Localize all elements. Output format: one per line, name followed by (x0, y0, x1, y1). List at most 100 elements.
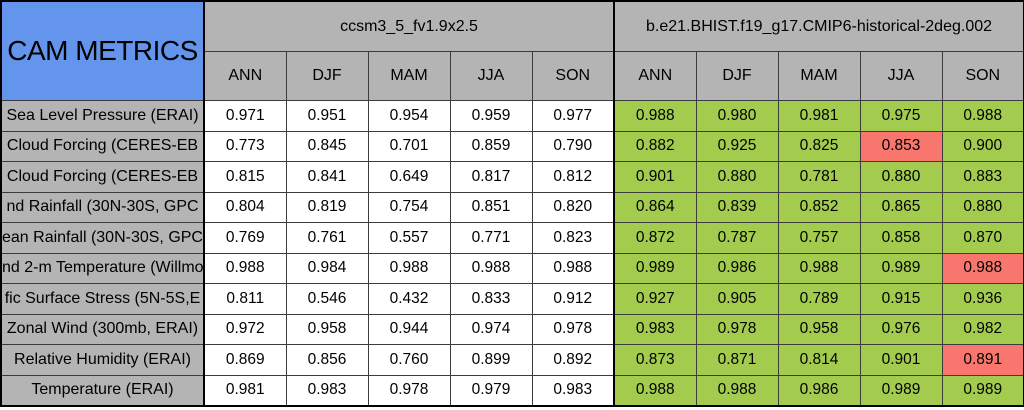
baseline-value-cell: 0.754 (367, 191, 451, 223)
test-value-cell: 0.982 (941, 313, 1024, 345)
test-model-header: b.e21.BHIST.f19_g17.CMIP6-historical-2de… (613, 0, 1024, 52)
test-value-cell: 0.825 (777, 130, 861, 162)
baseline-value-cell: 0.983 (285, 374, 369, 406)
test-value-cell: 0.880 (859, 161, 943, 193)
test-value-cell: 0.981 (777, 100, 861, 132)
baseline-value-cell: 0.869 (203, 344, 287, 376)
test-value-cell: 0.880 (941, 191, 1024, 223)
baseline-value-cell: 0.958 (285, 313, 369, 345)
test-value-cell: 0.871 (695, 344, 779, 376)
season-column-header: JJA (449, 51, 533, 101)
baseline-value-cell: 0.701 (367, 130, 451, 162)
baseline-value-cell: 0.773 (203, 130, 287, 162)
metric-row: Relative Humidity (ERAI) 0.869 0.856 0.760 0… (0, 344, 1024, 376)
baseline-value-cell: 0.546 (285, 283, 369, 315)
test-value-cell: 0.900 (941, 130, 1024, 162)
baseline-value-cell: 0.804 (203, 191, 287, 223)
metric-label: Zonal Wind (300mb, ERAI) (0, 313, 205, 345)
test-value-cell: 0.976 (859, 313, 943, 345)
baseline-value-cell: 0.851 (449, 191, 533, 223)
baseline-value-cell: 0.977 (531, 100, 615, 132)
baseline-value-cell: 0.988 (203, 252, 287, 284)
baseline-value-cell: 0.790 (531, 130, 615, 162)
metric-row: nd 2-m Temperature (Willmo 0.988 0.984 0.98… (0, 252, 1024, 284)
metric-label: Temperature (ERAI) (0, 374, 205, 406)
baseline-value-cell: 0.812 (531, 161, 615, 193)
metric-row: Cloud Forcing (CERES-EB 0.815 0.841 0.649 0.… (0, 161, 1024, 193)
test-value-cell: 0.864 (613, 191, 697, 223)
season-column-header: MAM (367, 51, 451, 101)
metric-label: nd Rainfall (30N-30S, GPC (0, 191, 205, 223)
baseline-value-cell: 0.856 (285, 344, 369, 376)
test-value-cell: 0.988 (941, 252, 1024, 284)
baseline-value-cell: 0.432 (367, 283, 451, 315)
test-value-cell: 0.927 (613, 283, 697, 315)
test-value-cell: 0.988 (613, 100, 697, 132)
test-value-cell: 0.891 (941, 344, 1024, 376)
baseline-value-cell: 0.823 (531, 222, 615, 254)
baseline-value-cell: 0.988 (367, 252, 451, 284)
baseline-value-cell: 0.981 (203, 374, 287, 406)
test-value-cell: 0.983 (613, 313, 697, 345)
test-value-cell: 0.988 (777, 252, 861, 284)
baseline-value-cell: 0.972 (203, 313, 287, 345)
season-column-header: DJF (695, 51, 779, 101)
test-value-cell: 0.882 (613, 130, 697, 162)
test-value-cell: 0.978 (695, 313, 779, 345)
test-value-cell: 0.872 (613, 222, 697, 254)
baseline-value-cell: 0.971 (203, 100, 287, 132)
baseline-value-cell: 0.811 (203, 283, 287, 315)
test-value-cell: 0.986 (695, 252, 779, 284)
season-column-header: JJA (859, 51, 943, 101)
test-value-cell: 0.989 (941, 374, 1024, 406)
baseline-value-cell: 0.912 (531, 283, 615, 315)
table-title: CAM METRICS (0, 0, 205, 101)
season-column-header: MAM (777, 51, 861, 101)
test-value-cell: 0.880 (695, 161, 779, 193)
test-value-cell: 0.988 (695, 374, 779, 406)
baseline-value-cell: 0.557 (367, 222, 451, 254)
test-value-cell: 0.865 (859, 191, 943, 223)
test-value-cell: 0.852 (777, 191, 861, 223)
test-value-cell: 0.781 (777, 161, 861, 193)
test-value-cell: 0.936 (941, 283, 1024, 315)
baseline-value-cell: 0.892 (531, 344, 615, 376)
baseline-value-cell: 0.815 (203, 161, 287, 193)
baseline-value-cell: 0.859 (449, 130, 533, 162)
baseline-value-cell: 0.988 (531, 252, 615, 284)
season-column-header: DJF (285, 51, 369, 101)
test-value-cell: 0.883 (941, 161, 1024, 193)
test-value-cell: 0.986 (777, 374, 861, 406)
baseline-value-cell: 0.769 (203, 222, 287, 254)
test-value-cell: 0.975 (859, 100, 943, 132)
metric-row: nd Rainfall (30N-30S, GPC 0.804 0.819 0.754… (0, 191, 1024, 223)
test-value-cell: 0.901 (859, 344, 943, 376)
test-value-cell: 0.814 (777, 344, 861, 376)
metric-label: Cloud Forcing (CERES-EB (0, 161, 205, 193)
metric-label: Relative Humidity (ERAI) (0, 344, 205, 376)
baseline-value-cell: 0.819 (285, 191, 369, 223)
test-value-cell: 0.858 (859, 222, 943, 254)
baseline-value-cell: 0.974 (449, 313, 533, 345)
test-value-cell: 0.915 (859, 283, 943, 315)
baseline-value-cell: 0.771 (449, 222, 533, 254)
baseline-value-cell: 0.899 (449, 344, 533, 376)
test-value-cell: 0.870 (941, 222, 1024, 254)
metric-label: fic Surface Stress (5N-5S,E (0, 283, 205, 315)
season-header-row: ANN DJF MAM JJA SON ANN DJF MAM JJA SON (1, 51, 1024, 101)
baseline-value-cell: 0.820 (531, 191, 615, 223)
metric-row: Cloud Forcing (CERES-EB 0.773 0.845 0.701 0.… (0, 130, 1024, 162)
baseline-value-cell: 0.944 (367, 313, 451, 345)
test-value-cell: 0.905 (695, 283, 779, 315)
season-column-header: SON (531, 51, 615, 101)
metric-row: Sea Level Pressure (ERAI) 0.971 0.951 0.954… (0, 100, 1024, 132)
baseline-value-cell: 0.959 (449, 100, 533, 132)
baseline-value-cell: 0.761 (285, 222, 369, 254)
season-column-header: ANN (203, 51, 287, 101)
metric-label: ean Rainfall (30N-30S, GPC (0, 222, 205, 254)
baseline-value-cell: 0.845 (285, 130, 369, 162)
baseline-value-cell: 0.984 (285, 252, 369, 284)
baseline-value-cell: 0.954 (367, 100, 451, 132)
baseline-value-cell: 0.978 (531, 313, 615, 345)
